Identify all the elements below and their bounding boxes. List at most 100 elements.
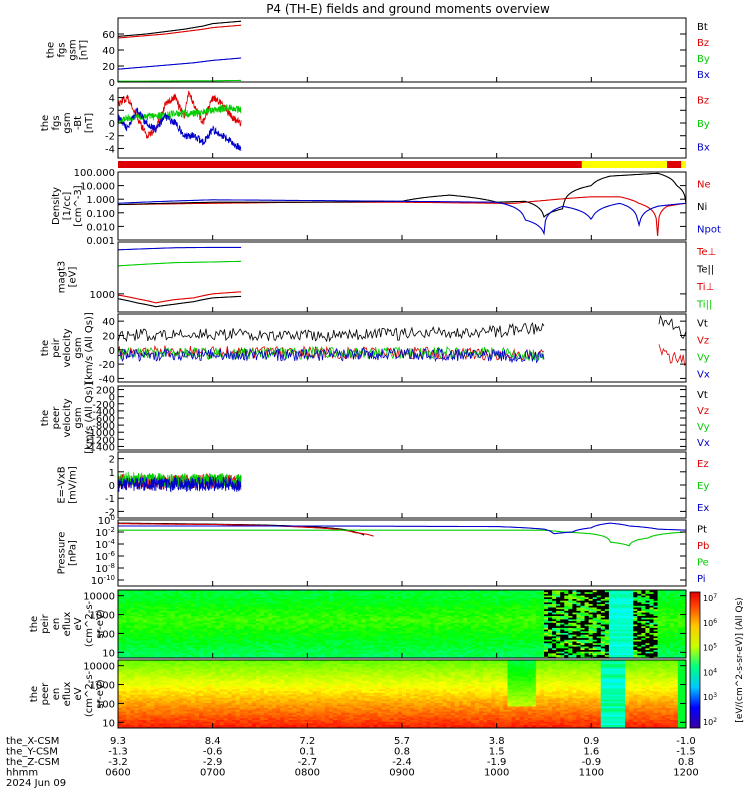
plot-title: P4 (TH-E) fields and ground moments over… (266, 2, 550, 16)
y-axis-label: gsm (68, 39, 79, 60)
legend-entry: Ti|| (696, 299, 712, 310)
y-tick-label: 2 (109, 455, 115, 466)
y-tick-label: 20 (102, 62, 115, 73)
y-tick-label: 40 (102, 317, 115, 328)
heatmap-cells-peir_en_eflux (118, 590, 687, 659)
y-axis-label: [nT] (79, 40, 90, 60)
legend-entry: Bt (697, 22, 708, 33)
y-axis-label: velocity (62, 328, 73, 367)
y-axis-label: [km/s (All Qs)] (84, 312, 95, 384)
panel-frame (118, 18, 686, 82)
legend-entry: Te|| (696, 264, 714, 275)
y-axis-label: [eV] (68, 267, 79, 288)
legend-entry: Vz (697, 336, 709, 347)
series-line-Bx (118, 58, 241, 69)
y-axis-label: magt3 (57, 261, 68, 294)
series-line-Ti|| (118, 296, 241, 306)
y-tick-label: 0.001 (86, 236, 115, 247)
y-axis-label: Pressure (57, 532, 68, 575)
legend-entry: Npot (697, 225, 721, 236)
y-axis-label: peir (51, 337, 62, 357)
y-axis-label: fgs (57, 42, 68, 57)
series-line-Pe (118, 530, 686, 546)
y-tick-label: 60 (102, 30, 115, 41)
legend-entry: Te⊥ (696, 247, 716, 258)
y-axis-label: gsm (73, 337, 84, 358)
y-tick-label: -2 (105, 132, 115, 143)
legend-entry: Bx (697, 142, 710, 153)
y-axis-label: the (40, 410, 51, 426)
series-line-By (118, 80, 241, 81)
panel-pressure: 10010-210-410-610-810-10Pressure[nPa]PtP… (57, 514, 710, 587)
y-tick-label: 1.000 (86, 195, 115, 206)
y-axis-label: velocity (62, 398, 73, 437)
y-tick-label: 10.000 (80, 182, 115, 193)
legend-entry: Ex (697, 503, 709, 514)
panel-frame (118, 88, 686, 158)
y-axis-label: [1/cc] (62, 192, 73, 221)
series-line-Bz (118, 25, 241, 38)
y-tick-label: 0 (109, 481, 115, 492)
panel-frame (118, 172, 686, 240)
series-line-Vt (118, 316, 686, 342)
y-axis-label: [km/s (All Qs)] (84, 382, 95, 454)
legend-entry: Ey (697, 481, 709, 492)
y-tick-label: 4 (109, 94, 115, 105)
legend-entry: Vt (697, 319, 708, 330)
legend-entry: Vt (697, 390, 708, 401)
legend-entry: Bx (697, 70, 710, 81)
legend-entry: Ez (697, 459, 709, 470)
y-tick-label: -20 (99, 360, 115, 371)
y-axis-label: [nPa] (68, 540, 79, 566)
y-axis-label: [mV/m] (68, 466, 79, 504)
y-tick-label: 10-10 (91, 574, 115, 587)
y-tick-label: 1000 (90, 290, 115, 301)
y-axis-label: [cm^-3] (73, 185, 84, 226)
series-line-Ni (118, 173, 686, 217)
y-tick-label: -40 (99, 374, 115, 385)
panel-frame (118, 386, 686, 450)
y-axis-label: the (40, 115, 51, 131)
y-tick-label: -1 (105, 494, 115, 505)
y-tick-label: 0 (109, 346, 115, 357)
y-axis-label: E=-VxB (57, 466, 68, 503)
y-axis-label: peer (51, 406, 62, 430)
legend-entry: Vz (697, 406, 709, 417)
legend-entry: By (697, 119, 710, 130)
series-line-Te|| (118, 261, 241, 266)
legend-entry: Ne (697, 179, 711, 190)
y-axis-label: the (46, 42, 57, 58)
series-line-Te⊥ (118, 247, 241, 249)
y-tick-label: 0.100 (86, 209, 115, 220)
legend-entry: Bz (697, 38, 709, 49)
y-tick-label: 100.000 (74, 168, 115, 179)
panel-density: 100.00010.0001.0000.1000.0100.001Density… (51, 168, 721, 247)
y-axis-label: the (40, 340, 51, 356)
y-axis-label: -Bt (73, 116, 84, 130)
series-line-Bt (118, 21, 241, 36)
y-axis-label: gsm (62, 112, 73, 133)
y-axis-label: Density (51, 187, 62, 225)
legend-entry: Vx (697, 438, 710, 449)
y-tick-label: -4 (105, 144, 115, 155)
legend-entry: Pt (697, 524, 707, 535)
legend-entry: Vy (697, 353, 710, 364)
y-axis-label: [nT] (84, 113, 95, 133)
legend-entry: Bz (697, 96, 709, 107)
legend-entry: Vy (697, 422, 710, 433)
legend-entry: Ni (697, 202, 707, 213)
legend-entry: Pi (697, 574, 706, 585)
y-axis-label: fgs (51, 115, 62, 130)
series-line-Npot (118, 200, 686, 234)
y-tick-label: 1 (109, 468, 115, 479)
panel-frame (118, 242, 686, 312)
y-tick-label: 0 (109, 119, 115, 130)
legend-entry: By (697, 54, 710, 65)
